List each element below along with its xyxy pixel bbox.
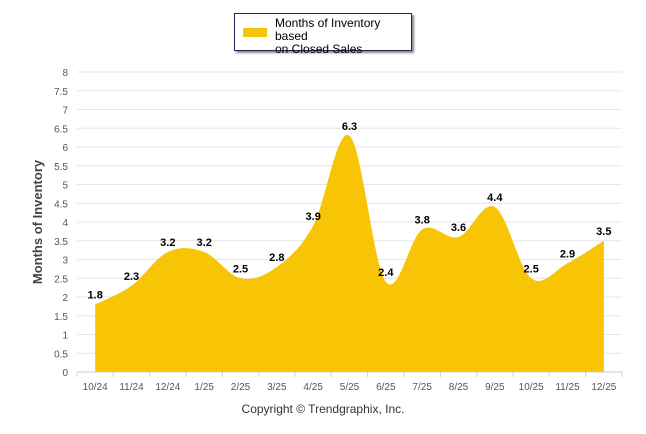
y-tick-label: 3.5 [54, 237, 68, 248]
y-tick-label: 0 [62, 368, 68, 379]
data-label: 1.8 [88, 290, 103, 302]
data-label: 2.3 [124, 271, 139, 283]
x-tick-label: 11/24 [119, 382, 144, 393]
y-axis-title: Months of Inventory [30, 159, 45, 284]
x-tick-label: 11/25 [555, 382, 580, 393]
x-tick-label: 8/25 [449, 382, 469, 393]
data-label: 3.2 [197, 237, 212, 249]
data-label: 3.8 [415, 215, 430, 227]
copyright: Copyright © Trendgraphix, Inc. [241, 402, 405, 416]
x-tick-label: 10/24 [83, 382, 108, 393]
area-series [95, 134, 604, 372]
x-tick-label: 7/25 [412, 382, 432, 393]
x-tick-label: 6/25 [376, 382, 396, 393]
x-tick-label: 2/25 [231, 382, 251, 393]
data-label: 3.2 [160, 237, 175, 249]
data-label: 2.8 [269, 252, 284, 264]
x-tick-label: 1/25 [194, 382, 214, 393]
y-tick-label: 1.5 [54, 312, 68, 323]
y-tick-label: 5.5 [54, 162, 68, 173]
data-label: 2.5 [233, 263, 248, 275]
x-tick-label: 10/25 [519, 382, 544, 393]
y-tick-label: 1 [62, 331, 68, 342]
y-tick-label: 3 [62, 256, 68, 267]
data-label: 3.5 [596, 226, 611, 238]
data-label: 3.6 [451, 222, 466, 234]
x-tick-label: 3/25 [267, 382, 287, 393]
y-tick-label: 4.5 [54, 199, 68, 210]
legend-label: Months of Inventory based on Closed Sales [275, 17, 411, 56]
data-label: 6.3 [342, 121, 357, 133]
legend-line-1: Months of Inventory based [275, 16, 381, 43]
y-tick-label: 4 [62, 218, 68, 229]
y-tick-label: 7 [62, 106, 68, 117]
data-label: 2.4 [378, 267, 394, 279]
y-tick-label: 6 [62, 143, 68, 154]
y-tick-label: 7.5 [54, 87, 68, 98]
y-tick-label: 2 [62, 293, 68, 304]
y-tick-label: 0.5 [54, 349, 68, 360]
y-tick-label: 6.5 [54, 124, 68, 135]
legend-swatch [243, 28, 267, 37]
data-label: 3.9 [306, 211, 321, 223]
legend: Months of Inventory based on Closed Sales [234, 13, 412, 56]
x-tick-label: 12/24 [155, 382, 180, 393]
y-tick-label: 5 [62, 181, 68, 192]
data-label: 2.5 [524, 263, 539, 275]
x-tick-label: 9/25 [485, 382, 505, 393]
data-label: 4.4 [487, 192, 503, 204]
x-tick-label: 12/25 [591, 382, 616, 393]
y-tick-label: 8 [62, 68, 68, 79]
y-tick-label: 2.5 [54, 274, 68, 285]
x-tick-label: 5/25 [340, 382, 360, 393]
data-label: 2.9 [560, 248, 575, 260]
legend-line-2: on Closed Sales [275, 42, 363, 56]
x-tick-label: 4/25 [303, 382, 323, 393]
